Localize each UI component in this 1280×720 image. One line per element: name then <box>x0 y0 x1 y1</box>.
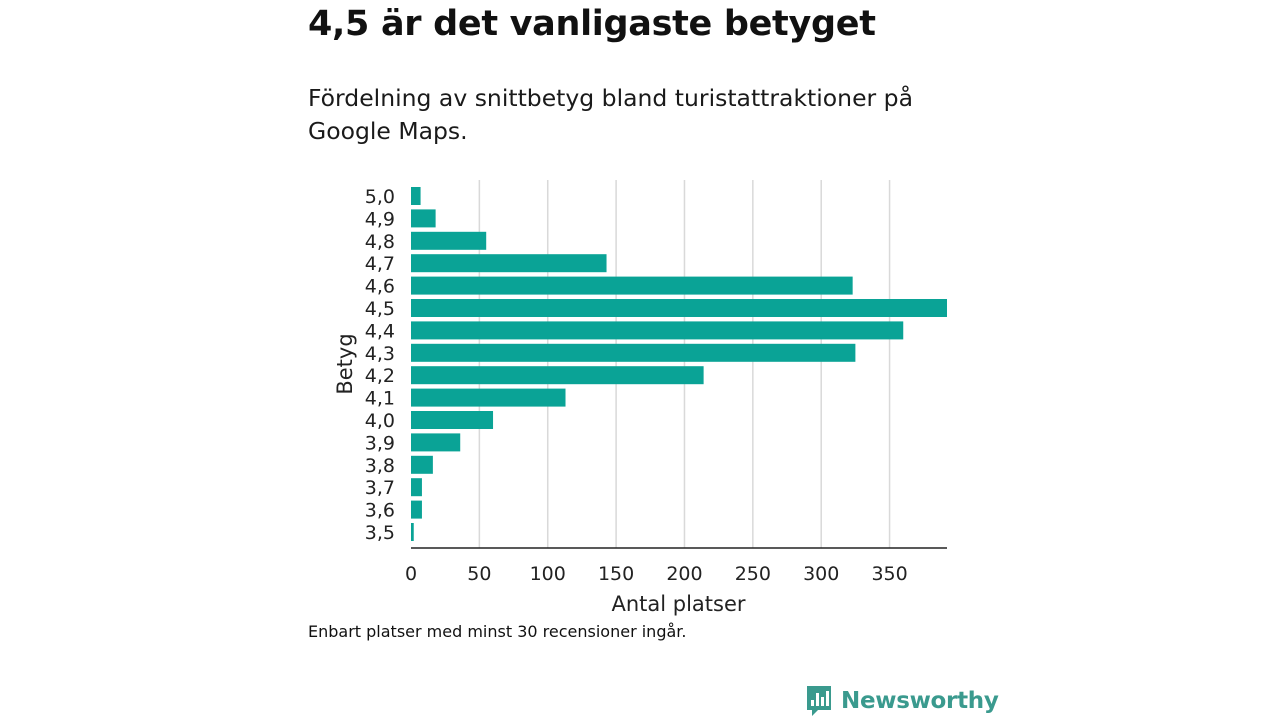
bar-chart: 0 50 100 150 200 250 300 350 5,04,94,84,74,64,5… <box>333 180 947 616</box>
y-tick-label: 4,1 <box>365 388 395 410</box>
newsworthy-logo-icon <box>807 686 831 716</box>
x-tick-label: 350 <box>871 563 907 585</box>
bar <box>411 411 494 429</box>
y-tick-label: 4,4 <box>365 320 395 342</box>
x-tick-label: 200 <box>666 563 702 585</box>
y-tick-label: 3,5 <box>365 522 395 544</box>
x-tick-label: 250 <box>735 563 771 585</box>
y-tick-label: 4,3 <box>365 343 395 365</box>
y-tick-label: 4,6 <box>365 276 395 298</box>
bar <box>411 388 566 407</box>
chart-subtitle: Fördelning av snittbetyg bland turistatt… <box>308 84 913 145</box>
x-tick-label: 150 <box>598 563 634 585</box>
bar <box>411 231 487 250</box>
bar <box>411 299 947 317</box>
grid-lines <box>478 180 891 548</box>
footnote: Enbart platser med minst 30 recensioner … <box>308 622 687 641</box>
x-tick-labels: 0 50 100 150 200 250 300 350 <box>405 563 908 585</box>
chart-title: 4,5 är det vanligaste betyget <box>308 4 876 44</box>
y-tick-label: 4,0 <box>365 410 395 432</box>
y-tick-label: 4,7 <box>365 253 395 275</box>
x-tick-label: 50 <box>467 563 491 585</box>
bar <box>411 209 436 228</box>
y-tick-label: 3,9 <box>365 432 395 454</box>
y-axis-label: Betyg <box>333 333 357 394</box>
y-tick-label: 3,7 <box>365 477 395 499</box>
x-axis-label: Antal platser <box>611 592 745 616</box>
x-tick-label: 300 <box>803 563 839 585</box>
y-tick-label: 4,2 <box>365 365 395 387</box>
bar <box>411 455 433 474</box>
brand-logo[interactable]: Newsworthy <box>805 684 999 718</box>
y-tick-label: 4,9 <box>365 208 395 230</box>
bar <box>411 478 422 497</box>
bar <box>411 321 904 340</box>
bar <box>411 254 607 273</box>
bar <box>411 343 856 362</box>
y-tick-label: 3,6 <box>365 500 395 522</box>
bar <box>411 276 853 295</box>
y-tick-label: 4,5 <box>365 298 395 320</box>
bar <box>411 500 422 519</box>
bar <box>411 433 461 452</box>
y-tick-label: 4,8 <box>365 231 395 253</box>
bar <box>411 187 421 205</box>
x-tick-label: 0 <box>405 563 417 585</box>
bar <box>411 523 414 541</box>
x-tick-label: 100 <box>530 563 566 585</box>
y-tick-label: 5,0 <box>365 186 395 208</box>
y-tick-label: 3,8 <box>365 455 395 477</box>
y-tick-labels: 5,04,94,84,74,64,54,44,34,24,14,03,93,83… <box>365 186 395 544</box>
brand-name: Newsworthy <box>841 688 999 714</box>
bars <box>411 187 947 541</box>
bar <box>411 366 704 385</box>
